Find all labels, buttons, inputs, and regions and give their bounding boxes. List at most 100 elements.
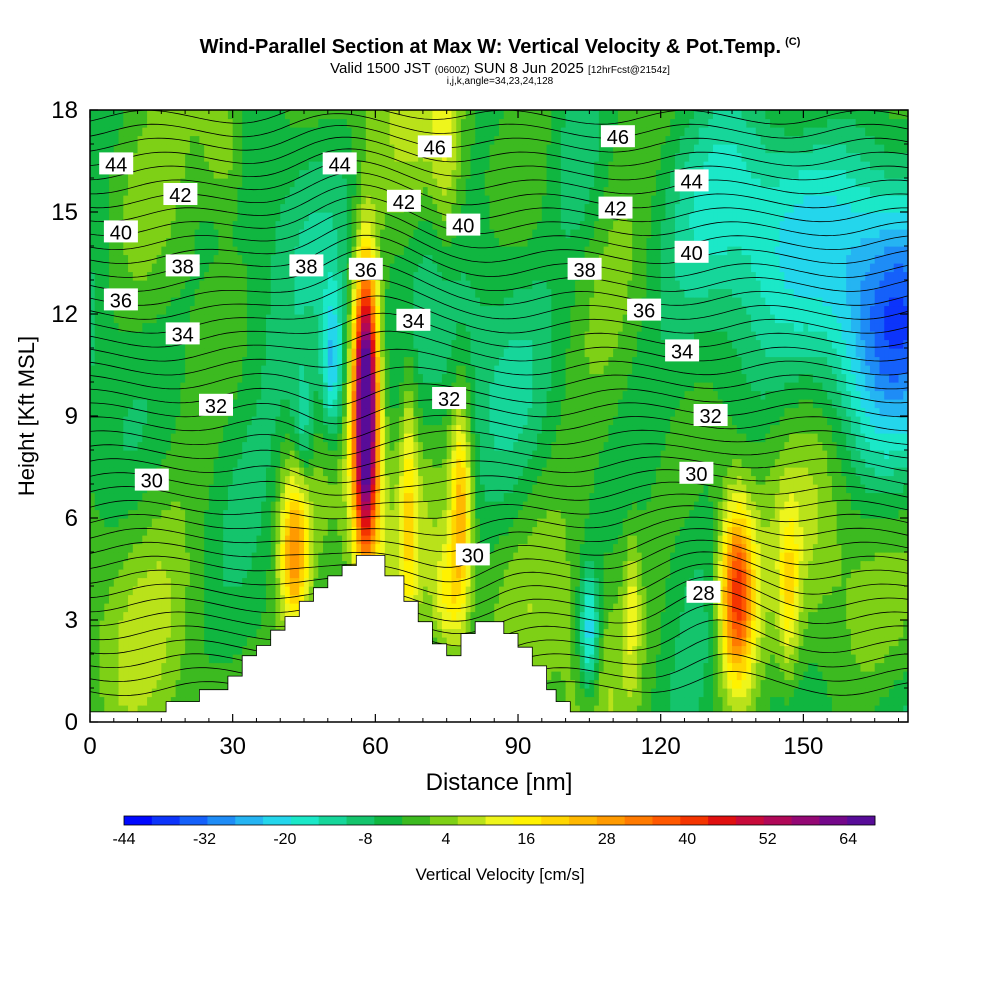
velocity-cell bbox=[765, 654, 771, 664]
velocity-cell bbox=[503, 526, 510, 536]
velocity-cell bbox=[722, 594, 728, 604]
velocity-cell bbox=[779, 509, 785, 519]
velocity-cell bbox=[422, 518, 429, 528]
velocity-cell bbox=[717, 475, 724, 485]
velocity-cell bbox=[865, 475, 871, 485]
velocity-cell bbox=[646, 526, 652, 536]
velocity-cell bbox=[308, 594, 315, 604]
velocity-cell bbox=[584, 637, 590, 647]
velocity-cell bbox=[584, 611, 590, 621]
velocity-cell bbox=[403, 475, 410, 485]
velocity-cell bbox=[323, 560, 329, 570]
velocity-cell bbox=[123, 501, 129, 511]
velocity-cell bbox=[684, 526, 690, 536]
velocity-cell bbox=[860, 679, 866, 689]
velocity-cell bbox=[660, 518, 667, 528]
velocity-cell bbox=[541, 552, 548, 562]
velocity-cell bbox=[194, 671, 200, 681]
velocity-cell bbox=[104, 645, 110, 655]
velocity-cell bbox=[456, 475, 462, 485]
velocity-cell bbox=[670, 679, 676, 689]
velocity-cell bbox=[551, 526, 557, 536]
velocity-cell bbox=[399, 475, 405, 485]
velocity-cell bbox=[874, 696, 881, 706]
velocity-cell bbox=[770, 569, 776, 579]
velocity-cell bbox=[822, 484, 828, 494]
velocity-cell bbox=[246, 492, 253, 502]
velocity-cell bbox=[784, 603, 790, 613]
velocity-cell bbox=[170, 526, 177, 536]
velocity-cell bbox=[717, 637, 724, 647]
velocity-cell bbox=[413, 526, 419, 536]
velocity-cell bbox=[170, 611, 177, 621]
velocity-cell bbox=[865, 586, 871, 596]
velocity-cell bbox=[636, 696, 643, 706]
velocity-cell bbox=[313, 543, 319, 553]
velocity-cell bbox=[223, 509, 229, 519]
velocity-cell bbox=[655, 475, 662, 485]
velocity-cell bbox=[693, 671, 700, 681]
velocity-cell bbox=[223, 560, 229, 570]
velocity-cell bbox=[465, 620, 472, 630]
velocity-cell bbox=[713, 603, 719, 613]
velocity-cell bbox=[841, 628, 847, 638]
velocity-cell bbox=[375, 543, 381, 553]
velocity-cell bbox=[370, 526, 376, 536]
velocity-cell bbox=[204, 671, 210, 681]
velocity-cell bbox=[665, 484, 671, 494]
velocity-cell bbox=[879, 611, 885, 621]
velocity-cell bbox=[836, 518, 843, 528]
velocity-cell bbox=[846, 560, 852, 570]
velocity-cell bbox=[208, 492, 215, 502]
velocity-cell bbox=[846, 662, 852, 672]
velocity-cell bbox=[213, 603, 220, 613]
velocity-cell bbox=[556, 501, 562, 511]
velocity-cell bbox=[879, 543, 885, 553]
velocity-cell bbox=[180, 662, 186, 672]
velocity-cell bbox=[874, 518, 881, 528]
velocity-cell bbox=[584, 526, 590, 536]
velocity-cell bbox=[446, 526, 453, 536]
velocity-cell bbox=[90, 535, 96, 545]
velocity-cell bbox=[137, 620, 143, 630]
velocity-cell bbox=[660, 552, 667, 562]
velocity-cell bbox=[560, 501, 567, 511]
velocity-cell bbox=[598, 679, 605, 689]
velocity-cell bbox=[831, 518, 838, 528]
velocity-cell bbox=[808, 501, 814, 511]
velocity-cell bbox=[798, 628, 804, 638]
velocity-cell bbox=[147, 586, 153, 596]
velocity-cell bbox=[128, 594, 134, 604]
velocity-cell bbox=[499, 586, 505, 596]
velocity-cell bbox=[727, 543, 733, 553]
velocity-cell bbox=[408, 492, 414, 502]
velocity-cell bbox=[113, 611, 120, 621]
velocity-cell bbox=[541, 586, 548, 596]
velocity-cell bbox=[384, 552, 391, 562]
velocity-cell bbox=[546, 662, 552, 672]
velocity-cell bbox=[370, 492, 376, 502]
velocity-cell bbox=[703, 560, 709, 570]
velocity-cell bbox=[432, 603, 438, 613]
velocity-cell bbox=[94, 679, 101, 689]
velocity-cell bbox=[765, 671, 771, 681]
velocity-cell bbox=[446, 569, 453, 579]
velocity-cell bbox=[109, 552, 115, 562]
velocity-cell bbox=[137, 671, 143, 681]
velocity-cell bbox=[589, 552, 595, 562]
velocity-cell bbox=[589, 705, 595, 715]
velocity-cell bbox=[855, 594, 862, 604]
velocity-cell bbox=[489, 577, 495, 587]
velocity-cell bbox=[789, 654, 795, 664]
velocity-cell bbox=[703, 654, 709, 664]
velocity-cell bbox=[865, 518, 871, 528]
velocity-cell bbox=[451, 645, 457, 655]
velocity-cell bbox=[579, 696, 586, 706]
velocity-cell bbox=[641, 671, 648, 681]
velocity-cell bbox=[674, 475, 681, 485]
velocity-cell bbox=[194, 543, 200, 553]
velocity-cell bbox=[537, 526, 543, 536]
velocity-cell bbox=[817, 526, 823, 536]
velocity-cell bbox=[446, 518, 453, 528]
velocity-cell bbox=[166, 611, 172, 621]
